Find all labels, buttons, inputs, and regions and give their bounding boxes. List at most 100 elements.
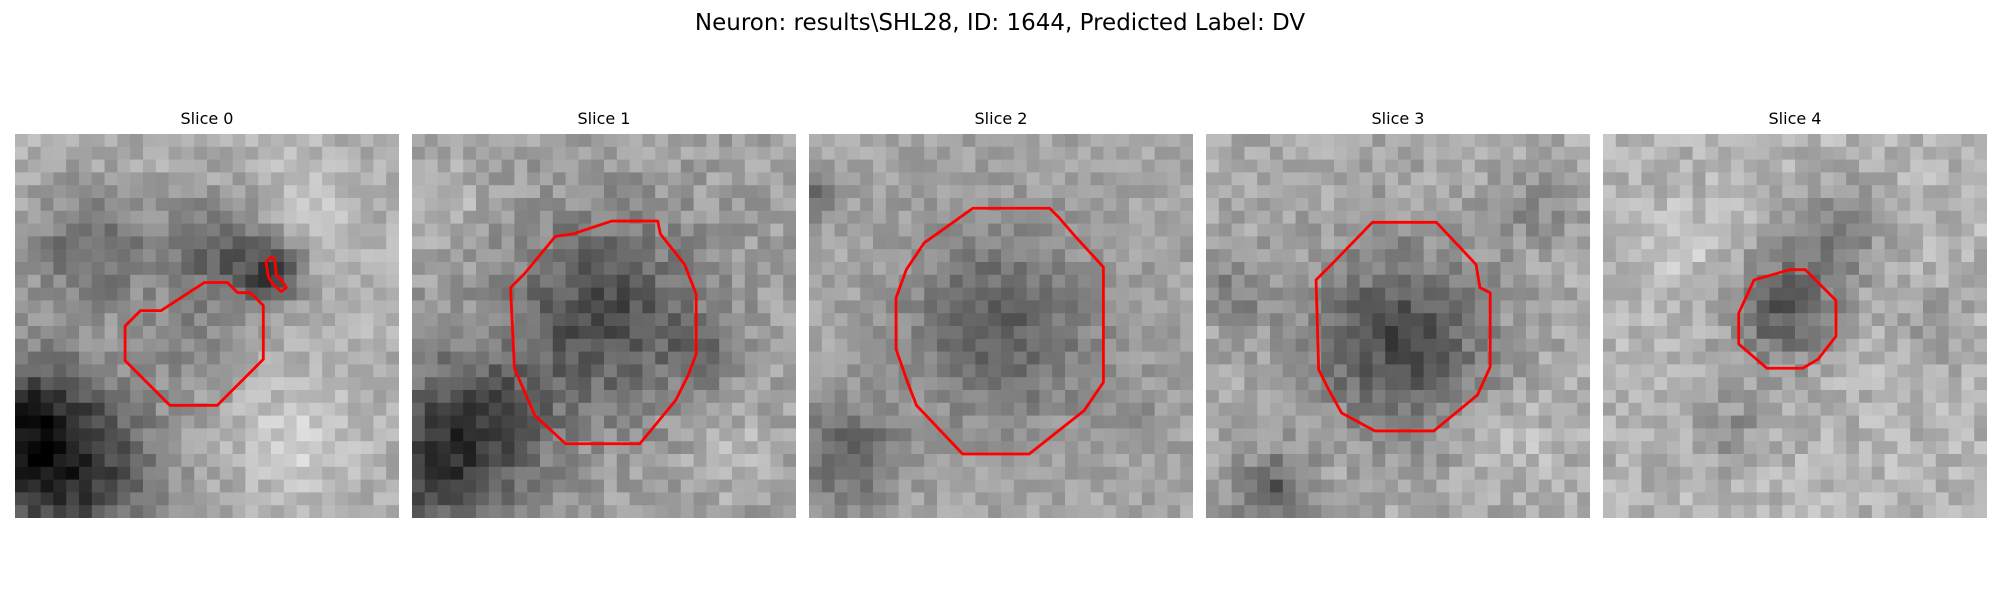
pixel [360, 172, 374, 186]
pixel [79, 505, 93, 518]
pixel [565, 159, 579, 173]
pixel [565, 377, 579, 391]
pixel [450, 338, 464, 352]
pixel [117, 402, 131, 416]
pixel [1282, 326, 1296, 340]
pixel [680, 338, 694, 352]
pixel [1871, 198, 1885, 212]
pixel [168, 441, 182, 455]
pixel [1026, 492, 1040, 506]
pixel [834, 326, 848, 340]
pixel [1500, 390, 1514, 404]
pixel [219, 146, 233, 160]
pixel [680, 198, 694, 212]
pixel [578, 338, 592, 352]
pixel [1154, 300, 1168, 314]
pixel [258, 287, 272, 301]
pixel [834, 185, 848, 199]
pixel [168, 274, 182, 288]
pixel [245, 300, 259, 314]
pixel [232, 236, 246, 250]
pixel [1833, 223, 1847, 237]
pixel [616, 415, 630, 429]
pixel [1782, 236, 1796, 250]
pixel [591, 146, 605, 160]
pixel [79, 415, 93, 429]
pixel [1756, 454, 1770, 468]
pixel [66, 274, 80, 288]
pixel [322, 505, 336, 518]
pixel [373, 172, 387, 186]
pixel [873, 441, 887, 455]
pixel [1103, 134, 1117, 148]
pixel [347, 198, 361, 212]
pixel [296, 287, 310, 301]
pixel [437, 466, 451, 480]
pixel [1577, 441, 1590, 455]
pixel [1884, 313, 1898, 327]
pixel [1065, 313, 1079, 327]
pixel [79, 146, 93, 160]
pixel [873, 134, 887, 148]
pixel [1334, 172, 1348, 186]
pixel [770, 415, 784, 429]
pixel [1270, 223, 1284, 237]
pixel [1090, 134, 1104, 148]
pixel [1423, 402, 1437, 416]
pixel [1385, 415, 1399, 429]
pixel [937, 351, 951, 365]
pixel [1154, 441, 1168, 455]
pixel [552, 210, 566, 224]
pixel [885, 134, 899, 148]
pixel [181, 428, 195, 442]
pixel [450, 134, 464, 148]
pixel [476, 313, 490, 327]
pixel [706, 492, 720, 506]
pixel [1103, 402, 1117, 416]
pixel [1346, 146, 1360, 160]
pixel [424, 172, 438, 186]
pixel [1667, 262, 1681, 276]
pixel [1923, 210, 1937, 224]
pixel [360, 466, 374, 480]
pixel [53, 146, 67, 160]
pixel [1603, 441, 1617, 455]
pixel [1577, 262, 1590, 276]
pixel [514, 159, 528, 173]
pixel [15, 402, 29, 416]
pixel [706, 351, 720, 365]
pixel [1743, 326, 1757, 340]
pixel [1065, 505, 1079, 518]
pixel [1884, 287, 1898, 301]
pixel [219, 287, 233, 301]
pixel [1308, 402, 1322, 416]
pixel [809, 364, 823, 378]
pixel [424, 338, 438, 352]
pixel [1180, 249, 1193, 263]
pixel [1897, 210, 1911, 224]
pixel [309, 326, 323, 340]
pixel [1013, 146, 1027, 160]
pixel [655, 159, 669, 173]
pixel [1065, 159, 1079, 173]
pixel [1551, 479, 1565, 493]
pixel [1910, 492, 1924, 506]
pixel [924, 223, 938, 237]
pixel [181, 441, 195, 455]
pixel [15, 210, 29, 224]
pixel [1705, 390, 1719, 404]
pixel [1231, 415, 1245, 429]
pixel [527, 351, 541, 365]
pixel [373, 377, 387, 391]
pixel [821, 313, 835, 327]
pixel [937, 287, 951, 301]
pixel [1346, 159, 1360, 173]
pixel [783, 454, 796, 468]
pixel [283, 300, 297, 314]
pixel [911, 146, 925, 160]
pixel [770, 338, 784, 352]
pixel [1244, 441, 1258, 455]
pixel [219, 415, 233, 429]
pixel [1935, 351, 1949, 365]
pixel [668, 415, 682, 429]
